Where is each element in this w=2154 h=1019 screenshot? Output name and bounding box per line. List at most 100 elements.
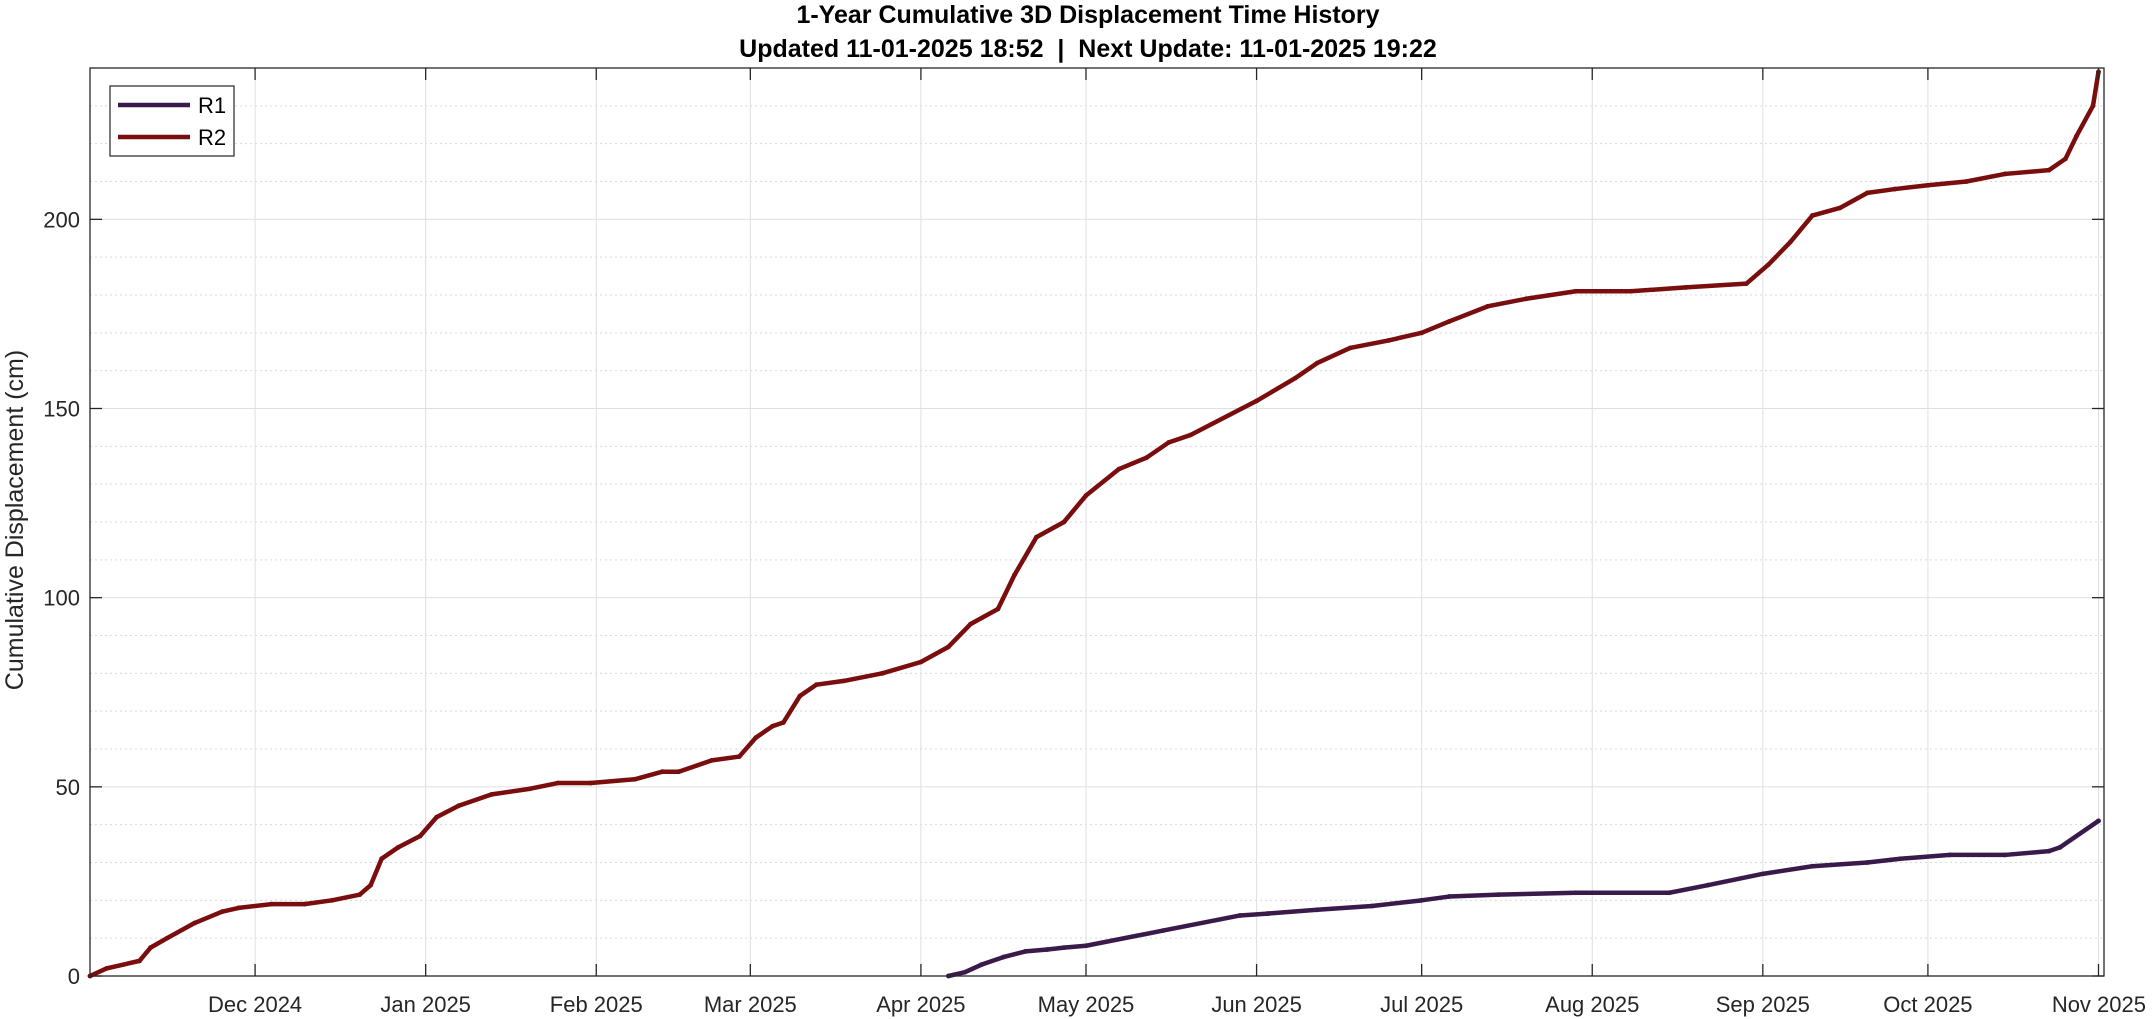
- data-point-r2: [379, 856, 385, 862]
- data-point-r1: [1864, 860, 1870, 865]
- data-point-r2: [2063, 156, 2068, 162]
- data-point-r2: [1061, 519, 1067, 525]
- data-point-r2: [1925, 182, 1931, 188]
- data-point-r2: [797, 693, 803, 699]
- data-point-r2: [1144, 455, 1149, 461]
- data-point-r2: [395, 844, 401, 850]
- legend-label-r2: R2: [198, 125, 226, 150]
- y-tick-label: 150: [43, 397, 80, 422]
- data-point-r2: [417, 833, 423, 839]
- data-point-r2: [1254, 398, 1259, 404]
- data-point-r2: [1166, 440, 1171, 445]
- data-point-r2: [1116, 466, 1122, 472]
- data-point-r2: [1386, 338, 1392, 343]
- data-point-r2: [736, 754, 742, 759]
- data-point-r2: [219, 909, 225, 915]
- data-point-r2: [2002, 171, 2008, 177]
- y-axis-label: Cumulative Displacement (cm): [1, 350, 29, 690]
- legend-box: [109, 85, 235, 157]
- data-point-r2: [1787, 239, 1793, 245]
- data-point-r1: [1160, 928, 1166, 933]
- data-point-r2: [1743, 281, 1749, 287]
- data-point-r2: [1892, 186, 1898, 192]
- data-point-r2: [434, 814, 440, 820]
- chart-title: 1-Year Cumulative 3D Displacement Time H…: [796, 1, 1379, 29]
- x-tick-label: May 2025: [1038, 992, 1135, 1017]
- data-point-r2: [1573, 288, 1579, 294]
- data-point-r2: [329, 897, 335, 903]
- x-tick-label: Mar 2025: [704, 992, 797, 1017]
- data-point-r2: [489, 792, 495, 797]
- data-point-r1: [2046, 848, 2052, 854]
- data-point-r2: [104, 966, 109, 971]
- series-line-r1: [946, 818, 2101, 979]
- data-point-r2: [676, 769, 682, 775]
- data-point-r2: [148, 945, 153, 951]
- data-point-r2: [456, 803, 462, 809]
- data-point-r2: [780, 720, 786, 725]
- data-point-r1: [1809, 863, 1815, 869]
- data-point-r1: [1947, 852, 1953, 858]
- y-tick-label: 0: [68, 964, 80, 989]
- data-point-r1: [2057, 844, 2063, 850]
- data-point-r2: [1034, 534, 1039, 540]
- data-point-r2: [1446, 319, 1452, 324]
- data-point-r2: [357, 892, 363, 898]
- y-tick-label: 50: [56, 775, 80, 800]
- data-point-r2: [1837, 205, 1843, 211]
- data-point-r2: [1628, 288, 1634, 294]
- data-point-r1: [1061, 945, 1067, 951]
- data-point-r2: [753, 735, 759, 741]
- data-point-r2: [236, 905, 241, 911]
- data-point-r1: [1705, 882, 1711, 888]
- x-tick-label: Feb 2025: [550, 992, 643, 1017]
- data-point-r2: [2046, 167, 2052, 173]
- data-point-r1: [1237, 913, 1243, 918]
- data-point-r2: [2074, 133, 2079, 139]
- data-point-r2: [1347, 345, 1353, 351]
- plot-frame: [89, 67, 2105, 977]
- data-point-r2: [918, 659, 924, 665]
- data-point-r2: [659, 769, 665, 775]
- y-tick-label: 100: [43, 586, 80, 611]
- legend-label-r1: R1: [198, 93, 226, 118]
- x-tick-label: Jun 2025: [1211, 992, 1302, 1017]
- data-point-r1: [2002, 852, 2008, 858]
- data-point-r1: [1419, 897, 1425, 903]
- data-point-r2: [1864, 190, 1870, 196]
- data-point-r2: [1419, 330, 1425, 336]
- data-point-r1: [1265, 911, 1270, 916]
- data-point-r1: [2096, 818, 2101, 824]
- data-point-r2: [164, 935, 170, 941]
- data-point-r1: [1045, 947, 1050, 952]
- data-point-r1: [1083, 943, 1089, 949]
- x-tick-label: Oct 2025: [1883, 992, 1972, 1017]
- data-point-r1: [1496, 892, 1502, 898]
- chart-subtitle: Updated 11-01-2025 18:52 | Next Update: …: [739, 35, 1437, 63]
- axis-ticks: 0 50 100 150 200 Dec 2024 Jan 2025 Feb 2025 Mar …: [43, 68, 2146, 1017]
- x-tick-label: Sep 2025: [1716, 992, 1810, 1017]
- data-point-r1: [1898, 856, 1903, 862]
- data-point-r2: [1314, 360, 1320, 366]
- x-tick-label: Apr 2025: [876, 992, 965, 1017]
- series-layer: [87, 69, 2101, 979]
- data-point-r2: [2090, 103, 2096, 109]
- data-point-r2: [632, 776, 638, 782]
- data-point-r2: [1964, 179, 1969, 184]
- data-point-r2: [1083, 493, 1089, 498]
- data-point-r2: [1485, 303, 1491, 309]
- data-point-r2: [192, 920, 197, 926]
- data-point-r1: [1023, 949, 1028, 954]
- major-grid: [90, 68, 2104, 976]
- data-point-r1: [1666, 890, 1672, 896]
- x-tick-label: Jul 2025: [1380, 992, 1463, 1017]
- data-point-r2: [1523, 296, 1529, 302]
- data-point-r2: [269, 901, 274, 907]
- data-point-r1: [1446, 894, 1452, 899]
- x-tick-label: Nov 2025: [2052, 992, 2146, 1017]
- data-point-r1: [1573, 890, 1579, 896]
- data-point-r2: [302, 901, 308, 907]
- data-point-r2: [1292, 375, 1298, 381]
- x-tick-label: Jan 2025: [380, 992, 471, 1017]
